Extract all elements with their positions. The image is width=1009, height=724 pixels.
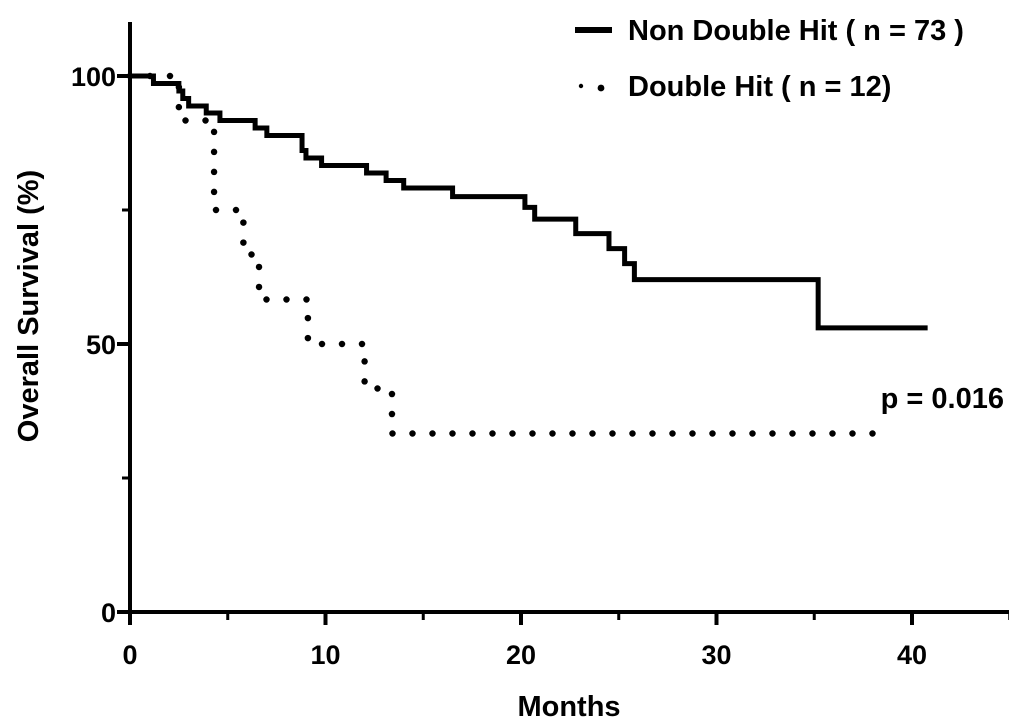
legend-label-double-hit: Double Hit ( n = 12) (628, 71, 891, 103)
y-tick-label: 100 (71, 62, 116, 92)
legend: Non Double Hit ( n = 73 ) Double Hit ( n… (575, 15, 964, 103)
x-tick-label: 10 (310, 640, 340, 670)
series-layer (126, 72, 928, 437)
y-tick-label: 0 (101, 598, 116, 628)
p-value-annotation: p = 0.016 (881, 383, 1004, 415)
legend-label-non-double-hit: Non Double Hit ( n = 73 ) (628, 15, 964, 47)
series-line-non-double-hit (130, 73, 928, 331)
x-tick-label: 0 (122, 640, 137, 670)
legend-swatch-double-hit-dot (597, 84, 605, 92)
legend-swatch-double-hit-dot (578, 83, 584, 89)
x-tick-label: 20 (506, 640, 536, 670)
series-line-double-hit (126, 72, 896, 437)
y-tick-label: 50 (86, 330, 116, 360)
axes (127, 22, 1009, 622)
x-tick-label: 30 (701, 640, 731, 670)
ticks: 0 10 20 30 40 0 50 100 (71, 62, 1009, 670)
x-tick-label: 40 (897, 640, 927, 670)
x-axis-title: Months (517, 691, 620, 723)
y-axis-title: Overall Survival (%) (13, 170, 45, 442)
